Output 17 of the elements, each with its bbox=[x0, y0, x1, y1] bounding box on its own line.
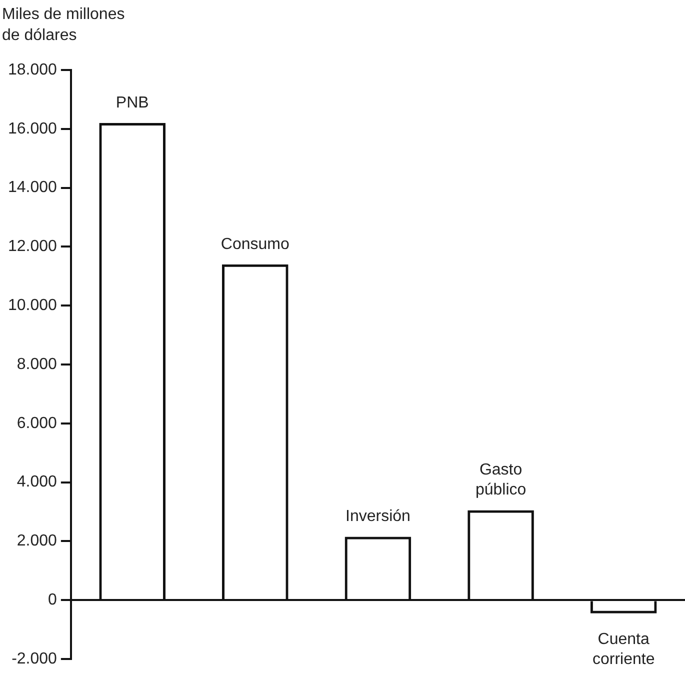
y-tick-label: 10.000 bbox=[8, 297, 58, 314]
y-tick-label: 2.000 bbox=[16, 532, 58, 550]
y-tick-label: -2.000 bbox=[12, 650, 58, 668]
y-tick-label: 8.000 bbox=[16, 356, 58, 373]
y-tick-label: 6.000 bbox=[16, 414, 58, 432]
x-tick-label: Inversión bbox=[346, 508, 410, 526]
x-tick-label: Gasto público bbox=[475, 462, 526, 499]
x-tick-label: PNB bbox=[116, 94, 149, 112]
y-tick-label: 18.000 bbox=[8, 61, 58, 78]
y-tick-label: 16.000 bbox=[8, 120, 58, 138]
x-tick-label: Consumo bbox=[220, 236, 290, 253]
y-tick-label: 0 bbox=[48, 592, 58, 609]
y-tick-label: 14.000 bbox=[8, 179, 58, 196]
y-tick-label: 12.000 bbox=[8, 238, 58, 256]
y-axis-title: Miles de millones de dólares bbox=[2, 5, 125, 46]
x-tick-label: Cuenta corriente bbox=[592, 630, 655, 668]
y-tick-label: 4.000 bbox=[16, 474, 58, 491]
